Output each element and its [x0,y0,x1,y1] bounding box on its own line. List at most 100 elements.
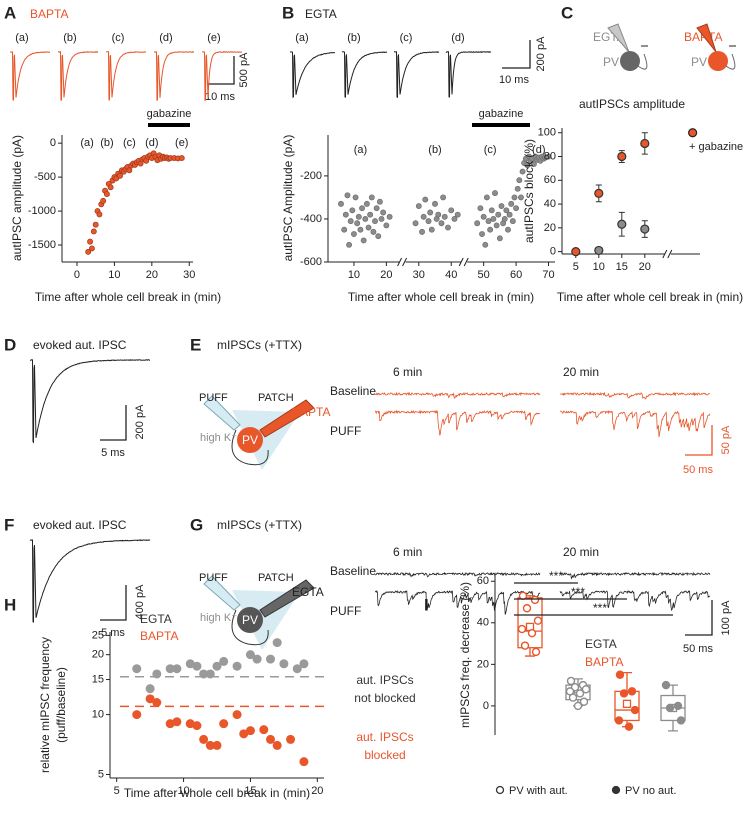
trace [374,571,541,578]
series-label: EGTA [585,637,617,651]
point [614,716,624,725]
sweep-label: (c) [112,32,125,44]
point [378,215,385,222]
point [96,211,103,218]
axis-break [402,257,408,267]
scale-current: 50 pA [720,425,732,454]
point [514,185,521,192]
x-tick-label: 15 [244,785,256,797]
x-tick-label: 5 [114,785,120,797]
point [483,194,490,201]
drug-label: gabazine [147,108,192,120]
panel-letter: B [282,3,294,22]
trace [374,590,541,615]
scale-time: 5 ms [101,447,125,459]
solution-label: high K⁺ [200,432,237,444]
time-label: 20 min [563,365,599,379]
point [513,205,520,212]
significance-label: *** [593,601,607,615]
x-tick-label: 30 [183,269,195,281]
panel-letter: A [4,3,16,22]
point [630,705,640,715]
point [100,197,107,204]
axis-break [397,257,403,267]
point [624,722,634,731]
point [422,196,429,203]
point [88,245,95,252]
pipette-label: PUFF [199,572,228,584]
panel-title: evoked aut. IPSC [33,518,127,532]
x-axis-label: Time after whole cell break in (min) [348,290,534,304]
annotation: + gabazine [689,141,743,153]
trace [154,51,194,102]
point [488,207,495,214]
scale-bar [207,56,235,85]
point [212,661,222,671]
x-tick-label: 0 [74,269,80,281]
y-axis-label: autIPSC Amplitude (pA) [281,135,295,262]
panel-letter: H [4,595,16,614]
point [503,207,510,214]
point [172,717,182,727]
x-tick-label: 10 [593,261,605,273]
y-axis-label: autIPSCs block (%) [522,139,536,243]
sweep-label: (e) [207,32,220,44]
point [205,740,215,750]
point [145,684,155,694]
axis-break-gap [399,259,406,265]
point [338,200,344,207]
scale-time: 10 ms [205,91,235,103]
point [640,138,650,149]
point [272,638,282,648]
cell-label: PV [691,55,707,69]
y-tick-label: 20 [544,222,556,234]
row-label: PUFF [330,424,361,438]
axis-break [667,249,673,259]
trace [201,50,243,102]
point [386,213,393,220]
trace [375,409,541,436]
sweep-label: (d) [451,32,464,44]
point [487,226,494,233]
annotation: (e) [175,137,188,149]
point [440,194,447,201]
point [219,656,229,666]
panel-letter: E [190,335,201,354]
y-tick-label: 20 [477,658,489,670]
point [566,676,576,686]
scale-bar [502,40,531,69]
panel-label: EGTA [305,7,337,21]
trace [341,51,388,98]
trace [29,539,151,623]
point [673,701,683,711]
legend-marker [495,785,505,795]
scale-current: 200 pA [535,36,547,72]
y-tick-label: 100 [538,127,556,139]
point [373,205,380,212]
point [425,218,432,225]
x-tick-label: 20 [311,785,323,797]
point [581,685,591,694]
axis-break-gap [664,251,671,257]
point [117,172,123,179]
cell-label: PV [242,433,258,447]
point [524,162,531,169]
annotation: (c) [484,144,497,156]
annotation: (b) [100,137,113,149]
y-tick-label: 5 [98,768,104,780]
series-label: BAPTA [585,655,623,669]
point [232,710,242,720]
scale-bar [100,405,127,441]
x-tick-label: 10 [108,269,120,281]
trace [290,51,336,99]
y-tick-label: 0 [50,137,56,149]
point [355,213,362,220]
y-tick-label: 25 [92,629,104,641]
point [490,215,497,222]
panel-letter: F [4,515,14,534]
x-axis-label: Time after whole cell break in (min) [557,290,743,304]
trace [560,410,711,438]
point [87,238,94,245]
panel-letter: D [4,335,16,354]
y-tick-label: -1000 [28,205,56,217]
